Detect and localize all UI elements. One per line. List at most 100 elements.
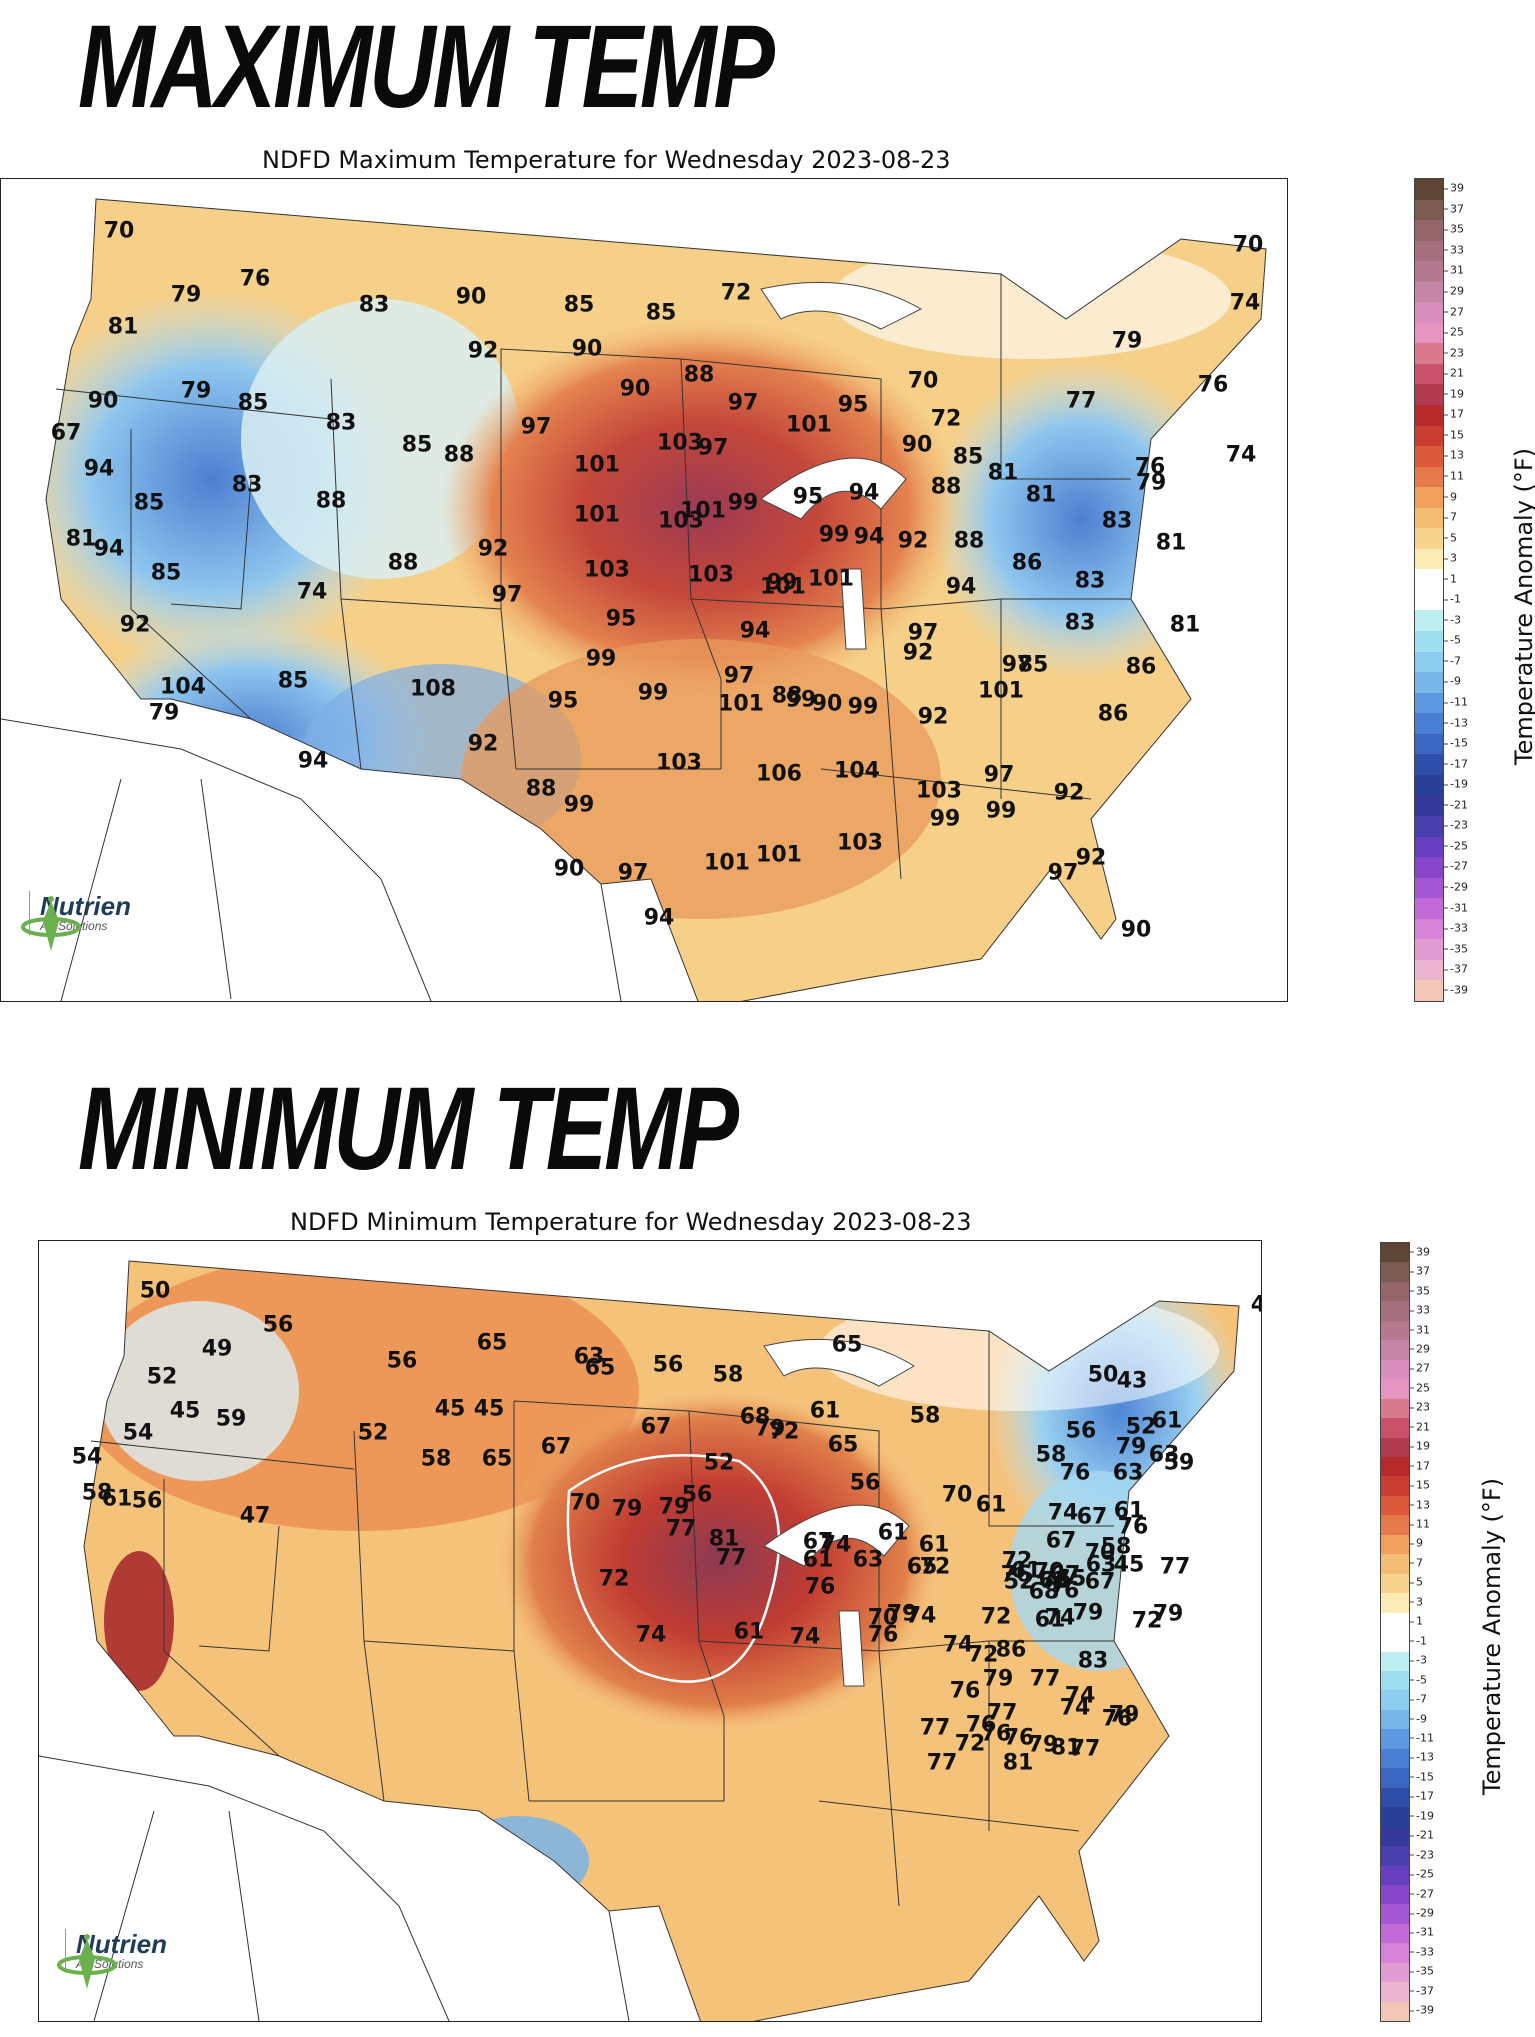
- min-temp-label: 65: [476, 1330, 508, 1356]
- colorbar-tick-label: 11: [1444, 469, 1464, 483]
- min-temp-label: 72: [954, 1731, 986, 1757]
- colorbar-tick-label: -11: [1410, 1731, 1434, 1745]
- max-temp-label: 72: [720, 280, 752, 306]
- colorbar-tick-label: 13: [1444, 448, 1464, 462]
- colorbar-swatch: [1381, 1515, 1409, 1535]
- max-temp-label: 90: [87, 388, 119, 414]
- colorbar-swatch: [1381, 1690, 1409, 1710]
- min-temp-label: 58: [81, 1480, 113, 1506]
- min-temp-label: 65: [906, 1554, 938, 1580]
- colorbar-swatch: [1381, 1281, 1409, 1302]
- min-temp-label: 70: [569, 1490, 601, 1516]
- min-temp-label: 79: [754, 1416, 786, 1442]
- colorbar-tick-label: 13: [1410, 1498, 1430, 1512]
- colorbar-tick-label: 25: [1410, 1381, 1430, 1395]
- max-temp-label: 90: [571, 336, 603, 362]
- max-temp-label: 106: [756, 761, 802, 787]
- min-temp-label: 76: [867, 1622, 899, 1648]
- max-temp-label: 90: [811, 691, 843, 717]
- min-temp-label: 58: [712, 1362, 744, 1388]
- max-map-graphic: [1, 198, 1267, 1001]
- max-temp-label: 83: [325, 410, 357, 436]
- colorbar-tick-label: 35: [1444, 222, 1464, 236]
- colorbar-tick-label: 11: [1410, 1517, 1430, 1531]
- min-temp-label: 63: [1148, 1442, 1180, 1468]
- colorbar-tick-label: -35: [1444, 942, 1468, 956]
- colorbar-tick-label: 21: [1410, 1420, 1430, 1434]
- max-temp-label: 79: [1135, 470, 1167, 496]
- min-temp-label: 72: [980, 1604, 1012, 1630]
- colorbar-swatch: [1415, 754, 1443, 775]
- max-temp-label: 81: [65, 526, 97, 552]
- max-temp-label: 88: [443, 442, 475, 468]
- max-temp-label: 99: [847, 694, 879, 720]
- min-temp-label: 76: [1117, 1514, 1149, 1540]
- colorbar-swatch: [1415, 240, 1443, 262]
- max-temp-label: 90: [901, 432, 933, 458]
- max-temp-label: 92: [917, 704, 949, 730]
- max-temp-label: 99: [929, 806, 961, 832]
- max-temp-label: 83: [358, 292, 390, 318]
- colorbar-tick-label: 7: [1444, 510, 1457, 524]
- min-temp-label: 67: [1045, 1528, 1077, 1554]
- colorbar-tick-label: 3: [1444, 551, 1457, 565]
- max-temp-label: 85: [150, 560, 182, 586]
- colorbar-tick-label: -27: [1444, 859, 1468, 873]
- max-temp-label: 101: [574, 502, 620, 528]
- max-temp-label: 88: [387, 550, 419, 576]
- min-temp-label: 61: [1034, 1607, 1066, 1633]
- min-temp-label: 67: [1084, 1569, 1116, 1595]
- max-temp-label: 92: [477, 536, 509, 562]
- min-temp-label: 61: [1010, 1558, 1042, 1584]
- max-temp-label: 99: [818, 522, 850, 548]
- colorbar-swatch: [1415, 836, 1443, 858]
- max-temp-label: 101: [756, 842, 802, 868]
- min-temp-label: 68: [739, 1404, 771, 1430]
- min-temp-label: 67: [540, 1434, 572, 1460]
- colorbar-tick-label: 33: [1410, 1303, 1430, 1317]
- min-temp-label: 76: [1101, 1706, 1133, 1732]
- max-temp-label: 95: [547, 688, 579, 714]
- colorbar-tick-label: -7: [1410, 1692, 1427, 1706]
- min-temp-label: 74: [1047, 1500, 1079, 1526]
- colorbar-swatch: [1381, 1243, 1409, 1263]
- colorbar-swatch: [1415, 405, 1443, 426]
- colorbar-tick-label: 5: [1410, 1575, 1423, 1589]
- min-map-title: NDFD Minimum Temperature for Wednesday 2…: [290, 1208, 972, 1236]
- min-temp-label: 56: [131, 1488, 163, 1514]
- max-temp-label: 86: [1125, 654, 1157, 680]
- min-temp-label: 74: [1059, 1695, 1091, 1721]
- max-temp-label: 99: [766, 570, 798, 596]
- min-temp-label: 74: [905, 1603, 937, 1629]
- max-temp-label: 94: [739, 618, 771, 644]
- max-temp-label: 88: [771, 683, 803, 709]
- colorbar-tick-label: 31: [1444, 263, 1464, 277]
- min-temp-label: 70: [941, 1482, 973, 1508]
- colorbar-tick-label: -7: [1444, 654, 1461, 668]
- colorbar-swatch: [1381, 1768, 1409, 1788]
- colorbar-tick-label: -23: [1444, 818, 1468, 832]
- min-temp-label: 54: [71, 1444, 103, 1470]
- min-temperature-map: Nutrien Ag Solutions 5049566563564352565…: [38, 1240, 1262, 2022]
- colorbar-tick-label: 33: [1444, 243, 1464, 257]
- max-temp-label: 83: [1101, 508, 1133, 534]
- max-temp-label: 101: [574, 452, 620, 478]
- colorbar-swatch: [1381, 1865, 1409, 1885]
- colorbar-swatch: [1381, 1962, 1409, 1983]
- min-temp-label: 56: [652, 1352, 684, 1378]
- max-temp-label: 92: [467, 338, 499, 364]
- colorbar-swatch: [1381, 1632, 1409, 1652]
- max-temp-label: 85: [401, 432, 433, 458]
- colorbar-swatch: [1415, 733, 1443, 755]
- min-temp-label: 77: [1029, 1666, 1061, 1692]
- colorbar-swatch: [1415, 569, 1443, 590]
- min-temp-label: 74: [1044, 1605, 1076, 1631]
- colorbar-tick-label: -37: [1410, 1984, 1434, 1998]
- colorbar-tick-label: 39: [1444, 181, 1464, 195]
- colorbar-tick-label: -29: [1410, 1906, 1434, 1920]
- colorbar-swatch: [1415, 507, 1443, 529]
- min-temp-label: 79: [611, 1496, 643, 1522]
- min-temp-label: 50: [1087, 1362, 1119, 1388]
- colorbar-tick-label: -5: [1444, 633, 1461, 647]
- colorbar-tick-label: -37: [1444, 962, 1468, 976]
